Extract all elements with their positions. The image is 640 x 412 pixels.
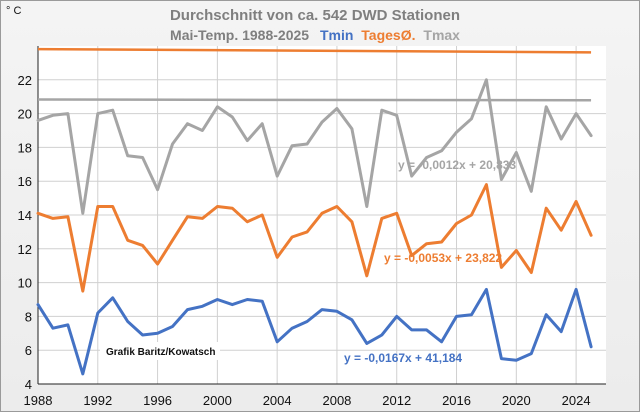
credit-annotation: Grafik Baritz/Kowatsch (106, 347, 215, 358)
x-tick-label: 1992 (83, 393, 112, 408)
x-tick-label: 2004 (263, 393, 292, 408)
axes (37, 46, 606, 385)
trend-label-tmax: y = -0,0012x + 20,833 (398, 158, 516, 172)
trend-line-tmax (37, 98, 592, 102)
series-line-tages (36, 183, 593, 293)
legend-tagesmittel: TagesØ. (361, 27, 415, 43)
y-axis-label: ° C (6, 5, 21, 17)
y-tick-label: 8 (25, 309, 32, 324)
y-tick-label: 22 (18, 73, 32, 88)
y-tick-label: 10 (18, 276, 32, 291)
y-tick-label: 14 (18, 208, 32, 223)
y-tick-label: 12 (18, 242, 32, 257)
x-tick-label: 1988 (24, 393, 53, 408)
y-tick-label: 20 (18, 107, 32, 122)
series-line-tmin (36, 287, 593, 376)
x-tick-label: 2016 (442, 393, 471, 408)
y-tick-label: 18 (18, 140, 32, 155)
chart-subtitle-line: Mai-Temp. 1988-2025 Tmin TagesØ. Tmax (170, 27, 460, 43)
legend-tmin: Tmin (320, 27, 353, 43)
x-tick-label: 2012 (382, 393, 411, 408)
x-tick-label: 2008 (322, 393, 351, 408)
trend-line-tages (37, 47, 592, 54)
y-tick-label: 16 (18, 174, 32, 189)
x-tick-label: 1996 (143, 393, 172, 408)
trend-label-tagesmittel: y = -0,0053x + 23,822 (384, 251, 502, 265)
y-tick-label: 4 (25, 377, 32, 392)
x-tick-label: 2024 (562, 393, 591, 408)
x-tick-label: 2020 (502, 393, 531, 408)
chart-title: Durchschnitt von ca. 542 DWD Stationen (170, 7, 460, 24)
trend-lines (37, 47, 592, 102)
series-lines (36, 78, 593, 376)
series-line-tmax (36, 78, 593, 215)
x-tick-label: 2000 (203, 393, 232, 408)
chart-subtitle: Mai-Temp. 1988-2025 (170, 27, 309, 43)
tick-labels: 4 6 8 10 12 14 16 18 20 22 1988 1992 1996 2000 2004 200… (18, 73, 591, 408)
legend-tmax: Tmax (423, 27, 460, 43)
credit-box (100, 342, 220, 360)
trend-label-tmin: y = -0,0167x + 41,184 (344, 351, 462, 365)
y-tick-label: 6 (25, 343, 32, 358)
